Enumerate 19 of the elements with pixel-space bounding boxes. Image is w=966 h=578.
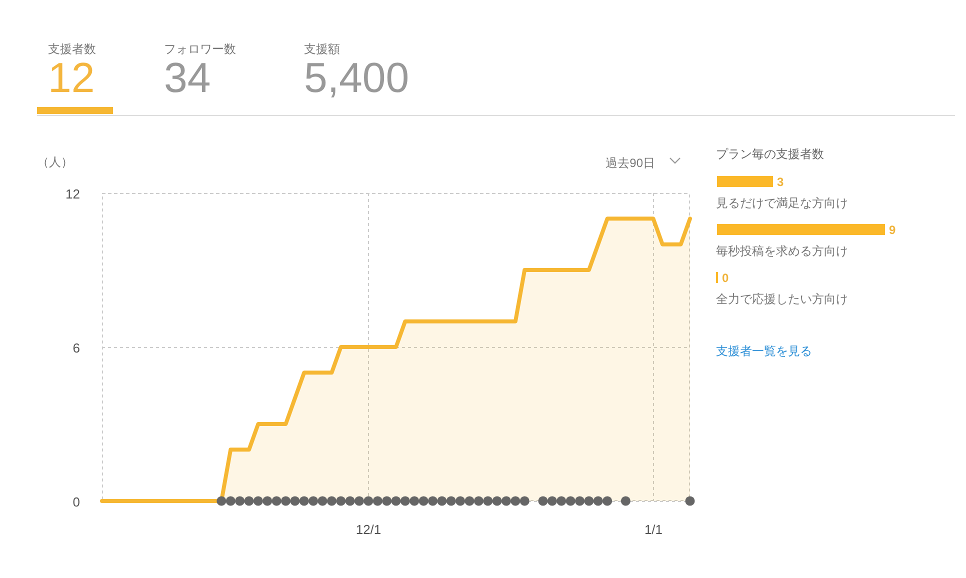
text: フォロワー数 bbox=[164, 42, 236, 56]
y-tick-label: 毎秒投稿を求める方向け bbox=[716, 244, 848, 258]
y-axis-title: （人） bbox=[37, 155, 73, 169]
chart-title: プラン毎の支援者数 bbox=[716, 147, 824, 161]
text: 支援者一覧を見る bbox=[716, 344, 812, 358]
x-tick-label: 1/1 bbox=[644, 522, 663, 537]
text: 支援者数 bbox=[48, 42, 96, 56]
y-tick-label: 全力で応援したい方向け bbox=[716, 292, 848, 306]
y-tick-label: 見るだけで満足な方向け bbox=[716, 196, 848, 210]
x-tick-label: 12/1 bbox=[356, 522, 382, 537]
y-tick-label: 12 bbox=[66, 186, 80, 202]
y-tick-label: 6 bbox=[72, 340, 80, 356]
text: 34 bbox=[164, 54, 211, 101]
text: 支援額 bbox=[304, 42, 340, 56]
text: 5,400 bbox=[304, 54, 410, 101]
y-tick-label: 0 bbox=[72, 494, 80, 510]
text: 過去90日 bbox=[606, 156, 655, 170]
data-label: 3 bbox=[777, 175, 784, 189]
data-label: 9 bbox=[889, 223, 896, 237]
